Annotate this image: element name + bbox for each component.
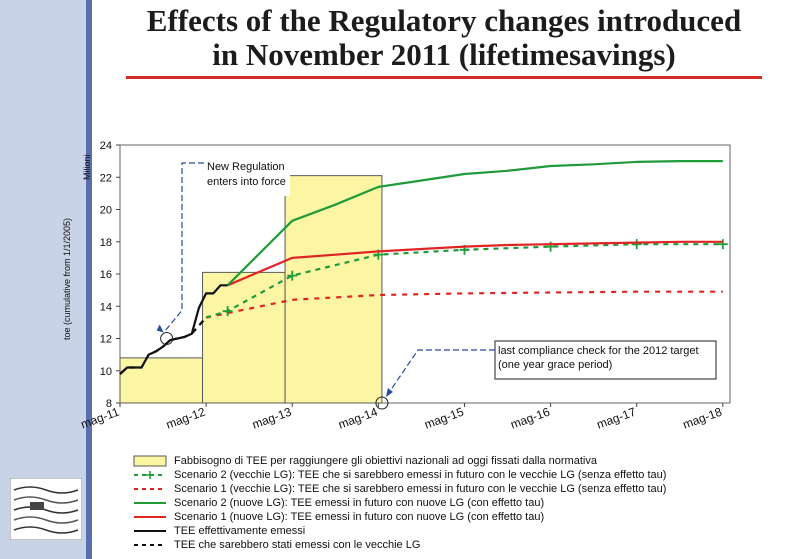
logo-image xyxy=(10,478,82,540)
legend-label-scenario2-old: Scenario 2 (vecchie LG): TEE che si sare… xyxy=(174,469,667,481)
series-point-marker xyxy=(222,306,233,317)
legend-label-scenario2-new: Scenario 2 (nuove LG): TEE emessi in fut… xyxy=(174,497,545,509)
x-tick-label: mag-18 xyxy=(681,405,724,432)
area-step-1 xyxy=(202,271,286,404)
annotation-regulation-line-2: enters into force xyxy=(207,176,286,188)
title-underline xyxy=(126,76,762,79)
legend-label-old-rules: TEE che sarebbero stati emessi con le ve… xyxy=(174,539,421,551)
area-step-2 xyxy=(284,175,383,404)
series-point-marker xyxy=(717,239,728,250)
side-bar-stripe xyxy=(86,0,92,559)
y-tick-label: 24 xyxy=(100,140,112,152)
series-point-marker xyxy=(631,239,642,250)
annotation-arrowhead-compliance xyxy=(385,388,393,397)
title-line-2: in November 2011 (lifetimesavings) xyxy=(212,37,676,72)
y-tick-label: 18 xyxy=(100,237,112,249)
series-line-dashed-red xyxy=(205,290,723,319)
area-step-0 xyxy=(119,357,204,404)
legend-swatch-scenario2-new xyxy=(134,502,166,504)
annotation-circle-regulation xyxy=(160,332,174,345)
y-tick-label: 16 xyxy=(100,269,112,281)
annotation-arrow-compliance xyxy=(385,349,495,398)
y-tick-label: 20 xyxy=(100,205,112,217)
series-line-dashed-green-plus xyxy=(205,243,723,319)
series-point-marker xyxy=(287,270,298,281)
legend-label-actual: TEE effettivamente emessi xyxy=(174,525,306,537)
y-tick-label: 12 xyxy=(100,334,112,346)
series-line-solid-red xyxy=(227,240,723,287)
x-tick-label: mag-17 xyxy=(595,405,638,432)
y-tick-label: 14 xyxy=(100,301,112,313)
annotation-arrow-regulation xyxy=(163,162,204,333)
legend-label-area: Fabbisogno di TEE per raggiungere gli ob… xyxy=(174,455,597,467)
annotation-compliance-line-2: (one year grace period) xyxy=(498,359,612,371)
x-tick-label: mag-14 xyxy=(336,405,379,432)
title-line-1: Effects of the Regulatory changes introd… xyxy=(146,3,742,38)
annotation-regulation-line-1: New Regulation xyxy=(207,161,285,173)
x-tick-label: mag-16 xyxy=(509,405,552,432)
series-line-solid-green xyxy=(226,160,723,287)
annotation-box-regulation xyxy=(204,156,290,196)
annotation-compliance-line-1: last compliance check for the 2012 targe… xyxy=(498,345,699,357)
x-tick-label: mag-15 xyxy=(422,405,465,432)
series-layer xyxy=(119,160,728,375)
x-tick-label: mag-11 xyxy=(79,405,121,432)
legend-swatch-scenario1-old xyxy=(134,488,166,490)
x-tick-label: mag-12 xyxy=(164,405,207,432)
annotation-arrowhead-regulation xyxy=(156,324,164,333)
y-axis-label: toe (cumulative from 1/1/2005) xyxy=(62,218,72,340)
legend-swatch-actual xyxy=(134,530,166,532)
y-tick-label: 22 xyxy=(100,172,112,184)
annotation-layer: New Regulation enters into force last co… xyxy=(156,156,717,410)
x-tick-label: mag-13 xyxy=(250,405,293,432)
annotation-circle-compliance xyxy=(375,396,389,410)
annotation-box-compliance xyxy=(494,340,717,380)
side-bar xyxy=(0,0,92,559)
legend-swatch-scenario1-new xyxy=(134,516,166,518)
y-axis-unit: Milioni xyxy=(82,154,92,180)
y-tick-label: 8 xyxy=(106,398,112,410)
legend-swatch-old-rules xyxy=(134,544,166,546)
y-tick-label: 10 xyxy=(100,366,112,378)
legend-swatch-area xyxy=(133,455,167,467)
legend-label-scenario1-new: Scenario 1 (nuove LG): TEE emessi in fut… xyxy=(174,511,545,523)
page-title: Effects of the Regulatory changes introd… xyxy=(92,4,796,72)
legend-label-scenario1-old: Scenario 1 (vecchie LG): TEE che si sare… xyxy=(174,483,667,495)
legend: Fabbisogno di TEE per raggiungere gli ob… xyxy=(92,452,742,556)
series-line-solid-black xyxy=(119,284,228,375)
legend-swatch-scenario2-old xyxy=(134,471,166,479)
